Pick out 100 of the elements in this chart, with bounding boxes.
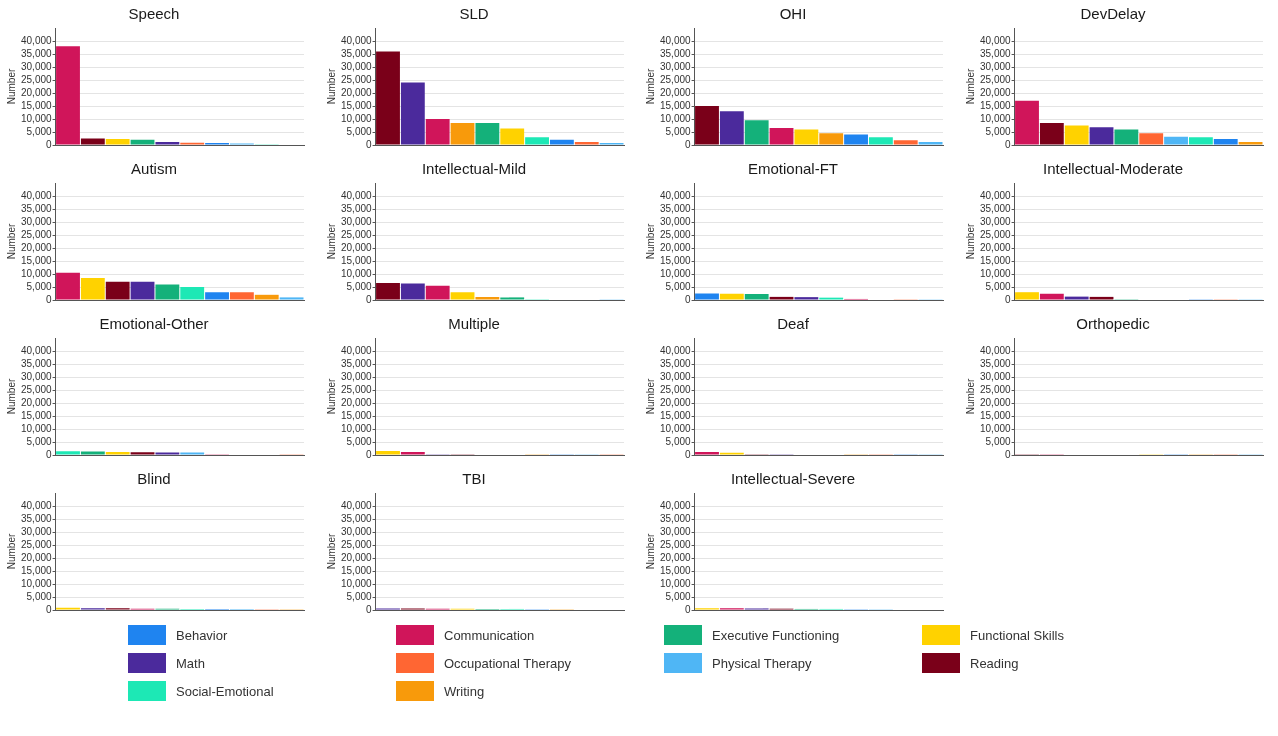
y-tick-label: 30,000 [20, 525, 53, 537]
y-tick-label: 35,000 [20, 512, 53, 524]
y-tick-label: 35,000 [20, 357, 53, 369]
y-tick-label: 5,000 [26, 590, 53, 602]
y-tick-label: 10,000 [340, 267, 372, 279]
y-tick-label: 25,000 [659, 228, 692, 240]
y-axis-title: Number [964, 378, 976, 415]
y-tick-label: 15,000 [340, 99, 372, 111]
y-tick-label: 20,000 [340, 86, 372, 98]
chart-title: Emotional-FT [747, 160, 839, 178]
y-tick-label: 40,000 [979, 189, 1011, 201]
chart-title: Orthopedic [1075, 315, 1150, 333]
y-axis-title: Number [5, 68, 17, 105]
y-tick-label: 5,000 [665, 435, 692, 447]
y-tick-label: 20,000 [340, 241, 372, 253]
legend-label: Writing [444, 683, 485, 699]
chart-title: DevDelay [1079, 5, 1146, 23]
y-tick-label: 10,000 [340, 422, 372, 434]
y-tick-label: 15,000 [979, 99, 1011, 111]
y-axis-title: Number [325, 68, 337, 105]
y-tick-label: 15,000 [659, 409, 692, 421]
y-tick-label: 25,000 [340, 228, 372, 240]
y-axis-title: Number [325, 223, 337, 260]
y-tick-label: 25,000 [659, 538, 692, 550]
y-tick-label: 0 [1004, 448, 1011, 460]
chart-title: Autism [131, 160, 177, 178]
y-tick-label: 40,000 [659, 499, 692, 511]
legend-label: Executive Functioning [712, 627, 840, 643]
legend-label: Functional Skills [970, 627, 1064, 643]
legend-label: Social-Emotional [176, 683, 274, 699]
y-tick-label: 0 [365, 448, 372, 460]
y-tick-label: 20,000 [659, 241, 692, 253]
y-tick-label: 0 [685, 603, 692, 615]
y-tick-label: 15,000 [659, 564, 692, 576]
y-axis-title: Number [5, 378, 17, 415]
y-tick-label: 10,000 [20, 267, 53, 279]
y-tick-label: 10,000 [979, 112, 1011, 124]
y-tick-label: 35,000 [20, 202, 53, 214]
y-tick-label: 40,000 [340, 189, 372, 201]
chart-title: Deaf [777, 315, 810, 333]
y-tick-label: 10,000 [340, 112, 372, 124]
y-tick-label: 10,000 [659, 577, 692, 589]
y-tick-label: 35,000 [340, 202, 372, 214]
y-tick-label: 20,000 [340, 551, 372, 563]
y-tick-label: 15,000 [340, 254, 372, 266]
y-tick-label: 20,000 [20, 396, 53, 408]
y-axis-title: Number [964, 223, 976, 260]
y-axis-title: Number [325, 378, 337, 415]
y-axis-title: Number [5, 533, 17, 570]
y-tick-label: 15,000 [979, 254, 1011, 266]
y-tick-label: 35,000 [659, 202, 692, 214]
y-axis-title: Number [644, 223, 656, 260]
y-tick-label: 20,000 [979, 396, 1011, 408]
chart-title: Intellectual-Mild [421, 160, 526, 178]
y-tick-label: 0 [365, 138, 372, 150]
y-tick-label: 40,000 [659, 189, 692, 201]
y-tick-label: 15,000 [20, 564, 53, 576]
y-tick-label: 10,000 [979, 422, 1011, 434]
y-tick-label: 30,000 [20, 215, 53, 227]
y-tick-label: 5,000 [665, 280, 692, 292]
y-tick-label: 5,000 [26, 125, 53, 137]
y-tick-label: 35,000 [659, 47, 692, 59]
y-tick-label: 5,000 [346, 435, 372, 447]
y-tick-label: 40,000 [340, 344, 372, 356]
y-tick-label: 30,000 [20, 60, 53, 72]
y-tick-label: 25,000 [979, 73, 1011, 85]
y-tick-label: 35,000 [340, 512, 372, 524]
chart-title: Intellectual-Moderate [1042, 160, 1183, 178]
y-tick-label: 25,000 [20, 383, 53, 395]
y-tick-label: 30,000 [979, 215, 1011, 227]
y-tick-label: 20,000 [659, 551, 692, 563]
y-tick-label: 10,000 [659, 267, 692, 279]
y-tick-label: 5,000 [26, 435, 53, 447]
legend-label: Math [176, 655, 205, 671]
y-tick-label: 40,000 [340, 499, 372, 511]
y-tick-label: 40,000 [20, 34, 53, 46]
y-tick-label: 10,000 [340, 577, 372, 589]
y-tick-label: 35,000 [979, 202, 1011, 214]
y-tick-label: 40,000 [659, 344, 692, 356]
y-axis-title: Number [644, 68, 656, 105]
y-tick-label: 20,000 [20, 241, 53, 253]
y-tick-label: 40,000 [20, 344, 53, 356]
y-tick-label: 30,000 [659, 215, 692, 227]
y-tick-label: 0 [685, 293, 692, 305]
y-tick-label: 25,000 [340, 538, 372, 550]
y-tick-label: 35,000 [979, 357, 1011, 369]
legend-label: Communication [444, 627, 535, 643]
y-tick-label: 30,000 [20, 370, 53, 382]
y-tick-label: 40,000 [979, 344, 1011, 356]
y-tick-label: 30,000 [979, 370, 1011, 382]
y-tick-label: 25,000 [659, 73, 692, 85]
y-tick-label: 30,000 [340, 370, 372, 382]
y-tick-label: 10,000 [659, 422, 692, 434]
y-tick-label: 10,000 [20, 422, 53, 434]
y-tick-label: 5,000 [985, 435, 1011, 447]
chart-title: Emotional-Other [99, 315, 209, 333]
y-axis-title: Number [5, 223, 17, 260]
y-tick-label: 5,000 [665, 125, 692, 137]
chart-title: Multiple [447, 315, 500, 333]
y-tick-label: 10,000 [20, 577, 53, 589]
